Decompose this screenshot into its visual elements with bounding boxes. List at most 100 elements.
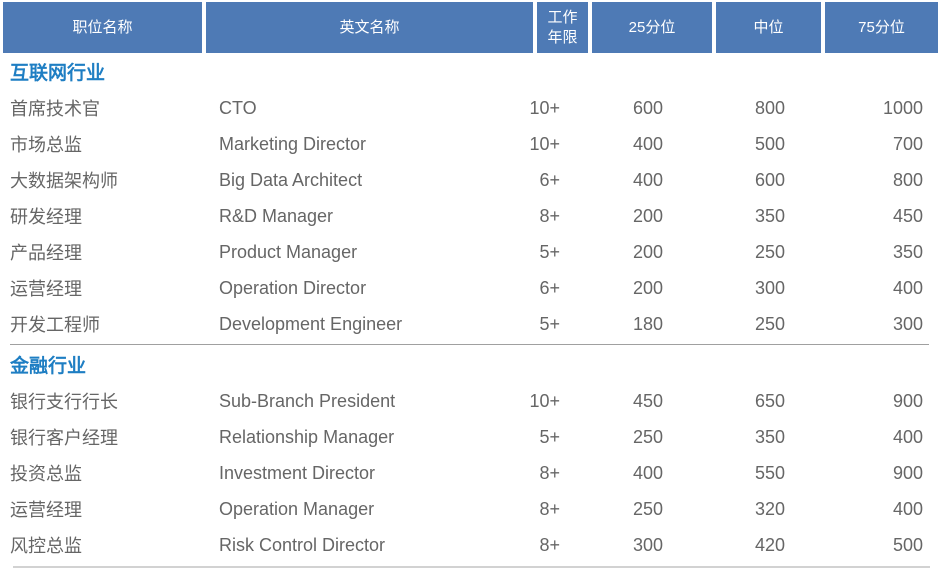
section-title: 金融行业 xyxy=(10,356,87,377)
cell-median: 300 xyxy=(754,277,785,298)
bottom-divider-row xyxy=(3,563,938,568)
cell-english-name: Development Engineer xyxy=(219,313,403,334)
cell-p75: 500 xyxy=(892,534,924,555)
cell-work-years: 5+ xyxy=(539,241,560,262)
cell-job-title: 银行客户经理 xyxy=(10,428,118,448)
cell-median: 500 xyxy=(754,133,785,154)
section-title: 互联网行业 xyxy=(10,63,106,84)
cell-job-title: 银行支行行长 xyxy=(10,392,118,412)
table-row: 运营经理 Operation Manager 8+ 250 320 400 xyxy=(3,491,938,527)
cell-p75: 900 xyxy=(892,462,924,483)
table-row: 首席技术官 CTO 10+ 600 800 1000 xyxy=(3,90,938,126)
cell-p75: 450 xyxy=(892,205,924,226)
cell-p75: 1000 xyxy=(882,97,924,118)
cell-work-years: 5+ xyxy=(539,313,560,334)
column-header-job-title: 职位名称 xyxy=(3,2,202,53)
table-row: 投资总监 Investment Director 8+ 400 550 900 xyxy=(3,455,938,491)
table-row: 银行支行行长 Sub-Branch President 10+ 450 650 … xyxy=(3,383,938,419)
cell-job-title: 运营经理 xyxy=(10,500,82,520)
cell-english-name: Sub-Branch President xyxy=(219,390,396,411)
cell-english-name: Relationship Manager xyxy=(219,426,395,447)
cell-job-title: 投资总监 xyxy=(10,464,82,484)
cell-median: 350 xyxy=(754,205,785,226)
cell-median: 420 xyxy=(754,534,785,555)
table-row: 开发工程师 Development Engineer 5+ 180 250 30… xyxy=(3,306,938,342)
cell-p25: 250 xyxy=(632,498,663,519)
cell-work-years: 5+ xyxy=(539,426,560,447)
cell-work-years: 8+ xyxy=(539,534,560,555)
cell-english-name: Investment Director xyxy=(219,462,376,483)
section-divider-row xyxy=(3,342,938,346)
cell-english-name: Operation Manager xyxy=(219,498,375,519)
cell-job-title: 研发经理 xyxy=(10,207,82,227)
column-header-median: 中位 xyxy=(716,2,821,53)
cell-p25: 450 xyxy=(632,390,663,411)
table-header-row: 职位名称 英文名称 工作年限 25分位 中位 75分位 xyxy=(3,2,938,53)
table-row: 大数据架构师 Big Data Architect 6+ 400 600 800 xyxy=(3,162,938,198)
cell-work-years: 8+ xyxy=(539,462,560,483)
cell-median: 350 xyxy=(754,426,785,447)
cell-p25: 400 xyxy=(632,133,663,154)
cell-job-title: 运营经理 xyxy=(10,279,82,299)
column-header-work-years: 工作年限 xyxy=(537,2,588,53)
cell-median: 550 xyxy=(754,462,785,483)
cell-work-years: 6+ xyxy=(539,169,560,190)
cell-job-title: 市场总监 xyxy=(10,135,82,155)
cell-median: 800 xyxy=(754,97,785,118)
cell-p25: 200 xyxy=(632,277,663,298)
cell-p75: 700 xyxy=(892,133,924,154)
column-header-label: 英文名称 xyxy=(339,18,400,36)
section-header-row: 金融行业 xyxy=(3,346,938,383)
cell-work-years: 10+ xyxy=(529,97,560,118)
table-row: 运营经理 Operation Director 6+ 200 300 400 xyxy=(3,270,938,306)
cell-english-name: Risk Control Director xyxy=(219,534,386,555)
cell-english-name: CTO xyxy=(219,97,257,118)
cell-english-name: Product Manager xyxy=(219,241,358,262)
cell-work-years: 8+ xyxy=(539,205,560,226)
table-row: 产品经理 Product Manager 5+ 200 250 350 xyxy=(3,234,938,270)
salary-table: 职位名称 英文名称 工作年限 25分位 中位 75分位 互联网行业 首席技术官 … xyxy=(3,2,938,568)
cell-english-name: Marketing Director xyxy=(219,133,367,154)
cell-p25: 600 xyxy=(632,97,663,118)
cell-job-title: 产品经理 xyxy=(10,243,82,263)
cell-p25: 250 xyxy=(632,426,663,447)
table-row: 市场总监 Marketing Director 10+ 400 500 700 xyxy=(3,126,938,162)
cell-job-title: 风控总监 xyxy=(10,536,82,556)
column-header-p25: 25分位 xyxy=(592,2,712,53)
cell-p75: 300 xyxy=(892,313,924,334)
cell-english-name: Operation Director xyxy=(219,277,367,298)
cell-p75: 350 xyxy=(892,241,924,262)
table-row: 风控总监 Risk Control Director 8+ 300 420 50… xyxy=(3,527,938,563)
cell-p25: 400 xyxy=(632,169,663,190)
cell-p75: 900 xyxy=(892,390,924,411)
cell-job-title: 首席技术官 xyxy=(10,99,100,119)
cell-p25: 300 xyxy=(632,534,663,555)
cell-median: 600 xyxy=(754,169,785,190)
cell-work-years: 10+ xyxy=(529,133,560,154)
cell-median: 250 xyxy=(754,313,785,334)
column-header-label: 职位名称 xyxy=(72,18,133,36)
section-header-row: 互联网行业 xyxy=(3,53,938,90)
cell-english-name: Big Data Architect xyxy=(219,169,363,190)
column-header-p75: 75分位 xyxy=(825,2,938,53)
column-header-label: 25分位 xyxy=(628,18,676,36)
cell-median: 320 xyxy=(754,498,785,519)
cell-english-name: R&D Manager xyxy=(219,205,334,226)
cell-work-years: 10+ xyxy=(529,390,560,411)
table-body: 互联网行业 首席技术官 CTO 10+ 600 800 1000 市场总监 Ma… xyxy=(3,53,938,568)
cell-p75: 400 xyxy=(892,426,924,447)
section-divider xyxy=(10,343,929,345)
cell-p25: 200 xyxy=(632,241,663,262)
cell-work-years: 8+ xyxy=(539,498,560,519)
column-header-label: 工作年限 xyxy=(547,9,578,46)
cell-p75: 400 xyxy=(892,498,924,519)
cell-p25: 200 xyxy=(632,205,663,226)
cell-median: 250 xyxy=(754,241,785,262)
bottom-divider xyxy=(13,566,930,568)
cell-p25: 400 xyxy=(632,462,663,483)
table-row: 研发经理 R&D Manager 8+ 200 350 450 xyxy=(3,198,938,234)
cell-work-years: 6+ xyxy=(539,277,560,298)
column-header-english-name: 英文名称 xyxy=(206,2,533,53)
column-header-label: 中位 xyxy=(753,18,784,36)
cell-p75: 800 xyxy=(892,169,924,190)
